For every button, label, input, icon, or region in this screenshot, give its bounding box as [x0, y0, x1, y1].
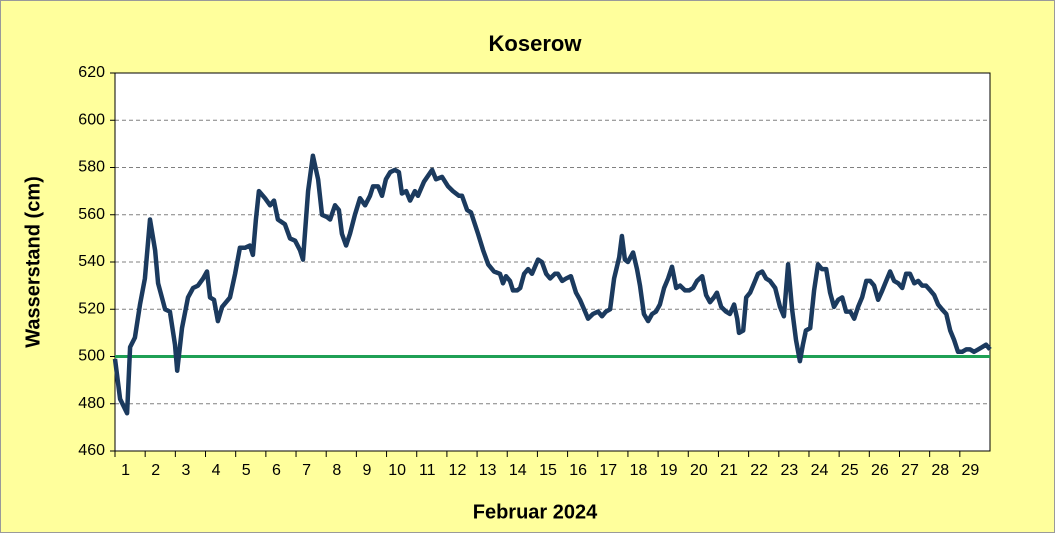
x-tick-label: 3	[181, 462, 190, 479]
chart-title: Koserow	[489, 31, 583, 56]
x-tick-label: 12	[449, 462, 467, 479]
x-tick-label: 16	[569, 462, 587, 479]
x-tick-label: 2	[151, 462, 160, 479]
x-tick-label: 1	[121, 462, 130, 479]
y-axis-title: Wasserstand (cm)	[22, 176, 44, 348]
x-tick-label: 20	[690, 462, 708, 479]
x-tick-label: 8	[332, 462, 341, 479]
x-tick-label: 23	[780, 462, 798, 479]
x-tick-label: 27	[901, 462, 919, 479]
data-line	[112, 153, 992, 416]
y-tick-label: 560	[78, 206, 105, 223]
x-tick-label: 5	[242, 462, 251, 479]
y-tick-label: 540	[78, 253, 105, 270]
x-tick-label: 11	[419, 462, 436, 479]
x-tick-label: 17	[599, 462, 617, 479]
y-tick-label: 480	[78, 395, 105, 412]
x-tick-label: 9	[362, 462, 371, 479]
plot-frame	[114, 72, 991, 452]
x-tick-label: 26	[871, 462, 889, 479]
x-axis-title: Februar 2024	[473, 501, 598, 523]
x-tick-label: 14	[509, 462, 527, 479]
x-tick-label: 21	[720, 462, 738, 479]
x-tick-label: 19	[660, 462, 678, 479]
x-tick-label: 6	[272, 462, 281, 479]
y-tick-label: 460	[78, 442, 105, 459]
x-tick-label: 10	[388, 462, 406, 479]
x-tick-label: 7	[302, 462, 311, 479]
y-tick-label: 600	[78, 111, 105, 128]
x-tick-label: 4	[212, 462, 221, 479]
x-tick-label: 28	[931, 462, 949, 479]
y-tick-label: 520	[78, 300, 105, 317]
x-tick-label: 24	[811, 462, 829, 479]
x-tick-label: 15	[539, 462, 557, 479]
x-tick-label: 18	[630, 462, 648, 479]
x-tick-label: 22	[750, 462, 768, 479]
y-tick-label: 620	[78, 64, 105, 81]
x-tick-label: 29	[961, 462, 979, 479]
x-tick-label: 25	[841, 462, 859, 479]
x-tick-label: 13	[479, 462, 497, 479]
y-tick-label: 500	[78, 348, 105, 365]
y-tick-label: 580	[78, 159, 105, 176]
